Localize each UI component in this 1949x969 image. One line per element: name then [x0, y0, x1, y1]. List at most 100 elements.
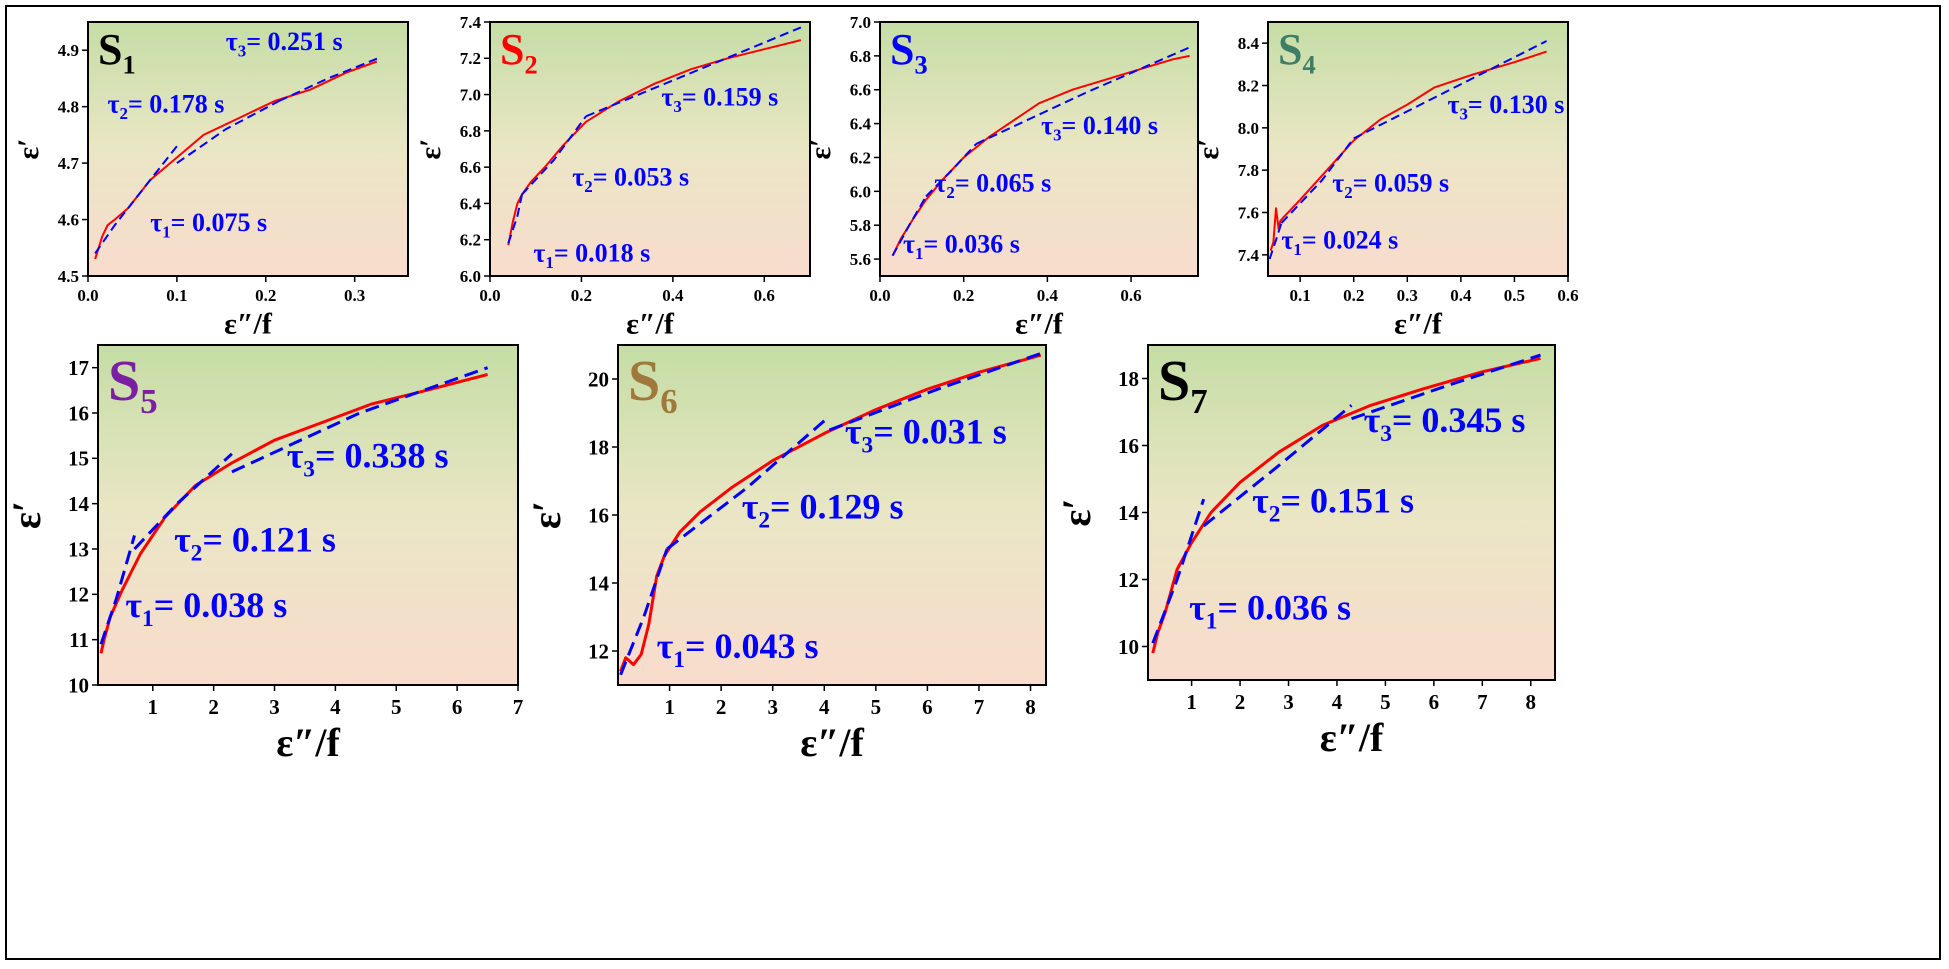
x-tick-label: 0.4 — [1037, 286, 1059, 305]
y-tick-label: 7.4 — [1238, 246, 1260, 265]
y-tick-label: 12 — [588, 639, 609, 663]
y-tick-label: 16 — [588, 503, 609, 527]
x-tick-label: 8 — [1025, 695, 1036, 719]
fit-segment-3 — [585, 26, 802, 118]
y-tick-label: 8.4 — [1238, 34, 1260, 53]
fit-segment-1 — [507, 194, 523, 244]
y-tick-label: 11 — [69, 628, 89, 652]
y-tick-label: 18 — [1118, 367, 1139, 391]
sample-label: S1 — [98, 25, 136, 80]
y-tick-label: 6.2 — [850, 148, 871, 167]
x-tick-label: 5 — [871, 695, 882, 719]
y-tick-label: 6.8 — [850, 47, 871, 66]
fit-segment-3 — [975, 46, 1191, 145]
x-tick-label: 3 — [1283, 690, 1294, 714]
y-axis-label: ε′ — [524, 501, 569, 529]
y-tick-label: 4.5 — [58, 267, 79, 286]
axes-frame — [87, 21, 409, 277]
y-tick-label: 5.8 — [850, 216, 871, 235]
sample-label: S3 — [890, 25, 928, 80]
tau-annotation-1: τ1= 0.036 s — [903, 229, 1020, 263]
x-tick-label: 0.2 — [571, 286, 592, 305]
tau-annotation-2: τ2= 0.121 s — [174, 519, 336, 566]
y-tick-label: 14 — [68, 492, 90, 516]
y-tick-label: 8.2 — [1238, 76, 1259, 95]
y-tick-label: 4.9 — [58, 41, 79, 60]
tau-annotation-1: τ1= 0.024 s — [1281, 225, 1398, 259]
x-tick-label: 0.0 — [869, 286, 890, 305]
axes-frame — [97, 344, 519, 686]
axes-frame — [1147, 344, 1556, 681]
y-tick-label: 6.0 — [460, 267, 481, 286]
y-tick-label: 4.6 — [58, 211, 79, 230]
axes-frame — [879, 21, 1199, 277]
fit-segment-1 — [94, 207, 129, 254]
fit-segment-3 — [176, 100, 280, 164]
y-tick-label: 8.0 — [1238, 119, 1259, 138]
fit-segment-3 — [1353, 40, 1548, 140]
x-tick-label: 2 — [208, 695, 219, 719]
x-axis-label: ε″/f — [1394, 308, 1443, 341]
plot-area — [1268, 22, 1568, 276]
x-axis-label: ε″/f — [1320, 715, 1384, 755]
tau-annotation-2: τ2= 0.178 s — [108, 89, 225, 123]
y-tick-label: 6.4 — [460, 194, 482, 213]
y-tick-label: 18 — [588, 435, 609, 459]
y-tick-label: 6.0 — [850, 182, 871, 201]
y-tick-label: 4.8 — [58, 98, 79, 117]
y-axis-label: ε′ — [12, 138, 45, 159]
y-tick-label: 16 — [1118, 434, 1139, 458]
plot-area — [98, 345, 518, 685]
x-tick-label: 4 — [819, 695, 830, 719]
tau-annotation-3: τ3= 0.345 s — [1364, 400, 1526, 447]
y-tick-label: 14 — [1118, 501, 1140, 525]
y-axis-label: ε′ — [414, 138, 447, 159]
y-tick-label: 5.6 — [850, 250, 871, 269]
x-tick-label: 0.0 — [479, 286, 500, 305]
x-tick-label: 3 — [269, 695, 280, 719]
data-curve — [619, 353, 1042, 672]
x-tick-label: 8 — [1526, 690, 1537, 714]
plot-area — [1148, 345, 1555, 680]
fit-segment-4 — [278, 57, 378, 102]
x-tick-label: 5 — [391, 695, 402, 719]
x-tick-label: 0.6 — [1120, 286, 1141, 305]
chart-panel-3: 0.0 0.2 0.4 0.6 5.6 5.8 6.0 6.2 6.4 6.6 6.8 7.0 S3 τ1… — [804, 13, 1199, 341]
sample-label: S6 — [628, 348, 678, 421]
fit-segment-2 — [127, 145, 178, 209]
y-tick-label: 7.8 — [1238, 161, 1259, 180]
y-axis-label: ε′ — [1054, 498, 1099, 526]
x-tick-label: 6 — [452, 695, 463, 719]
fit-segment-3 — [231, 366, 489, 474]
x-axis-label: ε″/f — [1015, 308, 1064, 341]
fit-segment-1 — [99, 534, 136, 645]
fit-segment-1 — [1268, 222, 1283, 260]
y-tick-label: 12 — [68, 583, 89, 607]
x-axis-label: ε″/f — [224, 308, 273, 341]
x-axis-label: ε″/f — [626, 308, 675, 341]
y-tick-label: 6.6 — [460, 158, 481, 177]
x-tick-label: 7 — [513, 695, 524, 719]
x-tick-label: 5 — [1380, 690, 1391, 714]
sample-label: S7 — [1158, 348, 1208, 421]
fit-segment-2 — [1202, 404, 1353, 528]
tau-annotation-2: τ2= 0.065 s — [934, 168, 1051, 202]
axes-frame — [1267, 21, 1569, 277]
y-tick-label: 6.2 — [460, 231, 481, 250]
tau-annotation-3: τ3= 0.251 s — [226, 27, 343, 61]
y-axis-label: ε′ — [804, 138, 837, 159]
x-axis-label: ε″/f — [276, 720, 340, 760]
x-tick-label: 1 — [148, 695, 159, 719]
chart-panel-1: 0.0 0.1 0.2 0.3 4.5 4.6 4.7 4.8 4.9 S1 τ1= 0.075 s… — [12, 21, 409, 341]
tau-annotation-1: τ1= 0.075 s — [150, 208, 267, 242]
y-tick-label: 20 — [588, 367, 609, 391]
fit-segment-2 — [925, 143, 977, 198]
fit-segment-3 — [1351, 353, 1541, 421]
tau-annotation-1: τ1= 0.018 s — [533, 238, 650, 272]
y-tick-label: 15 — [68, 447, 89, 471]
x-tick-label: 0.2 — [953, 286, 974, 305]
x-tick-label: 6 — [1429, 690, 1440, 714]
x-tick-label: 7 — [1477, 690, 1488, 714]
